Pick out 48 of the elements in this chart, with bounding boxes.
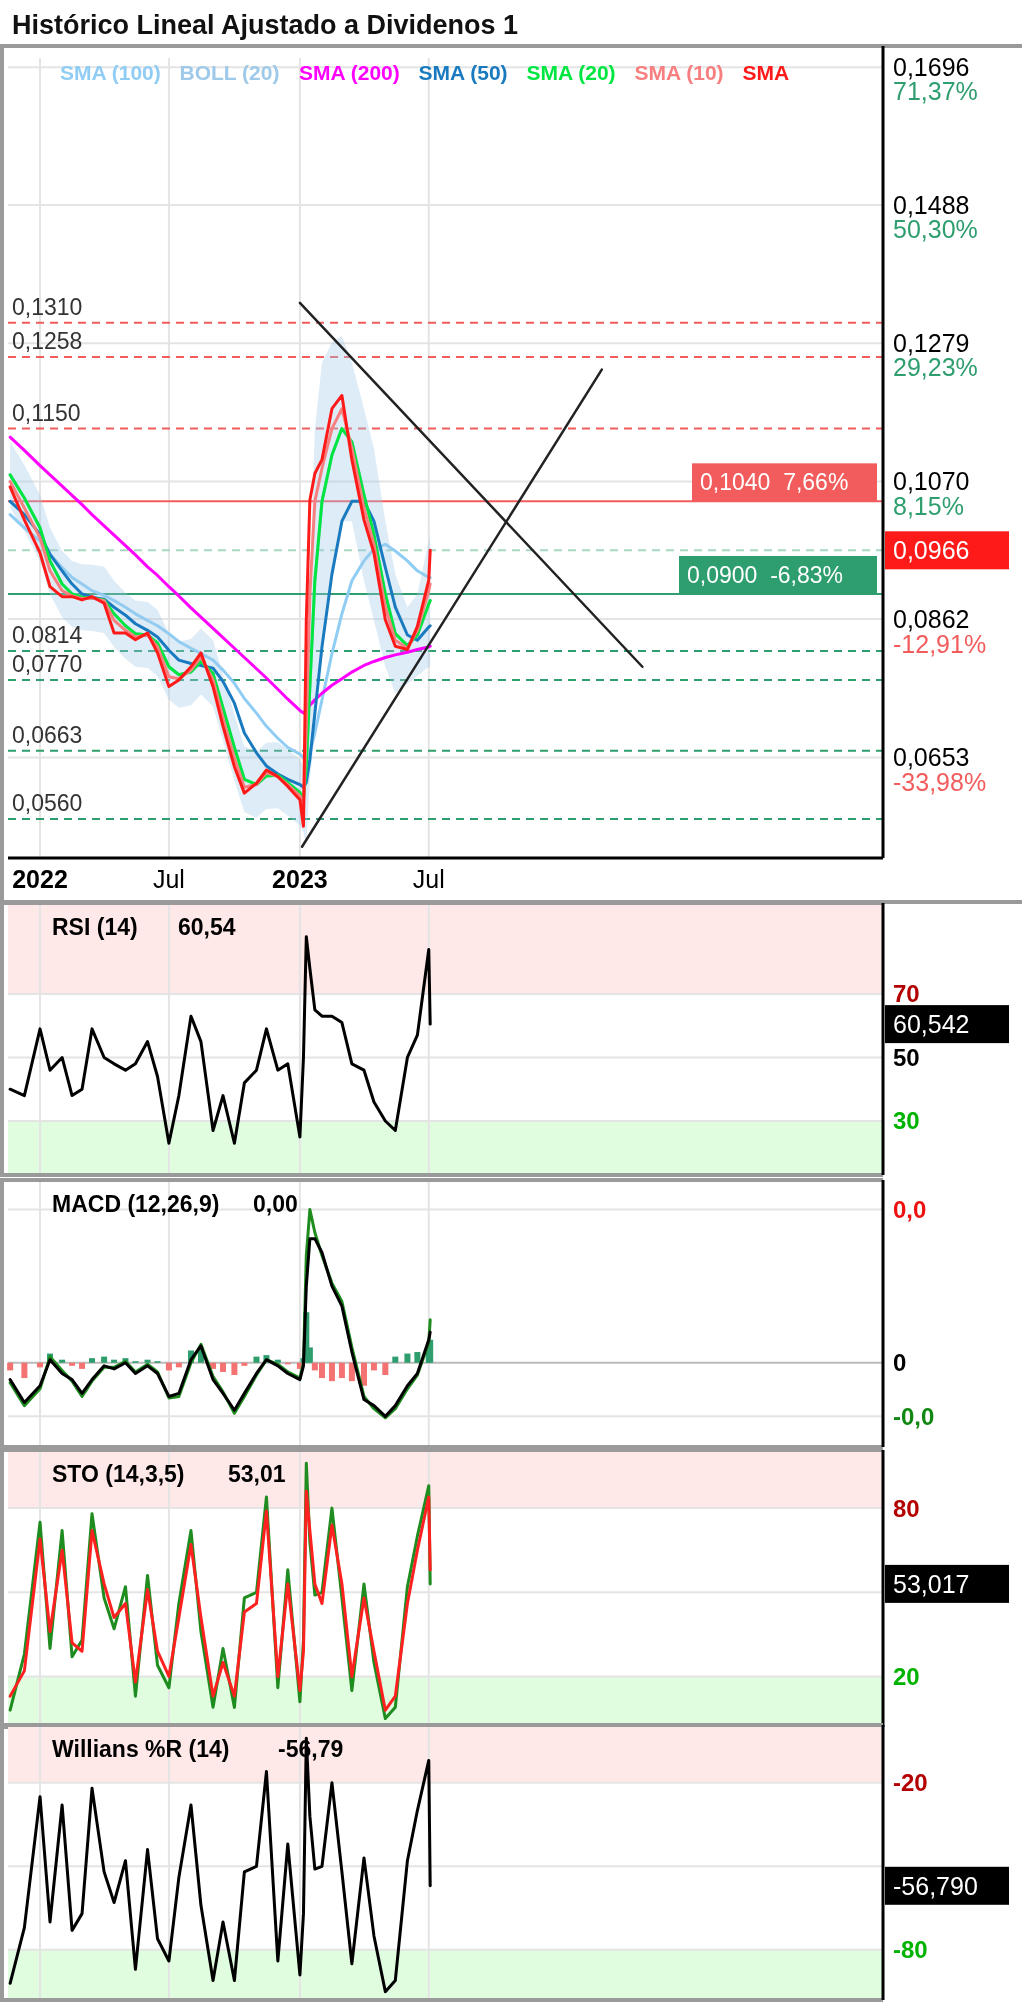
x-tick-label: 2022 xyxy=(12,865,68,893)
y-tick-label: -0,0 xyxy=(893,1402,935,1430)
y-tick-label: 0,0653 xyxy=(893,743,970,772)
text: 0,0966 xyxy=(893,536,970,565)
y-tick-label: 0,0 xyxy=(893,1195,927,1223)
y-tick-label: 0 xyxy=(893,1349,907,1377)
x-tick-label: Jul xyxy=(152,865,185,893)
chart-subtitle: 53,01 xyxy=(228,1461,286,1487)
chart-title: RSI (14) xyxy=(52,914,138,940)
text: BOLL (20) xyxy=(179,61,280,84)
chart-subtitle: 0,00 xyxy=(253,1191,298,1217)
ref-line-label: 0,1150 xyxy=(12,399,81,426)
chart-title: Histórico Lineal Ajustado a Dividenos 1 xyxy=(12,10,519,40)
ref-line-label: 0,1258 xyxy=(12,328,83,355)
ref-line-label: 0,0900 -6,83% xyxy=(687,562,844,589)
y-tick-label: -20 xyxy=(893,1769,928,1797)
y-tick-label: 0,1070 xyxy=(893,467,970,496)
text: SMA (100) xyxy=(60,61,161,84)
y-tick-label: 30 xyxy=(893,1107,920,1135)
y-tick-label: 0,1279 xyxy=(893,328,970,357)
ref-line-label: 0.0814 xyxy=(12,621,83,648)
ref-line-label: 0,1040 7,66% xyxy=(700,469,849,496)
y-tick-label: 70 xyxy=(893,980,920,1008)
text: 60,542 xyxy=(893,1009,970,1038)
text: -56,790 xyxy=(893,1871,978,1900)
chart-title: STO (14,3,5) xyxy=(52,1461,185,1487)
ref-line-label: 0,0770 xyxy=(12,651,83,677)
text: SMA (20) xyxy=(526,61,616,84)
text: 53,017 xyxy=(893,1569,970,1598)
ref-line-label: 0,1310 xyxy=(12,293,83,320)
text: SMA xyxy=(742,61,790,84)
ref-line-label: 0,0560 xyxy=(12,789,83,816)
x-tick-label: 2023 xyxy=(272,865,328,893)
y-tick-label: -80 xyxy=(893,1936,928,1964)
y-tick-label: 80 xyxy=(893,1494,920,1522)
y-tick-label: 50 xyxy=(893,1043,920,1071)
text: SMA (10) xyxy=(634,61,724,84)
chart-title: MACD (12,26,9) xyxy=(52,1191,220,1217)
text: SMA (200) xyxy=(299,61,400,84)
x-tick-label: Jul xyxy=(412,865,445,893)
chart-subtitle: 60,54 xyxy=(178,914,236,940)
y-tick-label: 0,1488 xyxy=(893,190,970,219)
y-tick-label: 0,0862 xyxy=(893,604,970,633)
ref-line-label: 0,0663 xyxy=(12,721,83,748)
y-tick-label: 20 xyxy=(893,1662,920,1690)
y-tick-label: 0,1696 xyxy=(893,53,970,82)
chart-title: Willians %R (14) xyxy=(52,1736,230,1762)
text: SMA (50) xyxy=(418,61,508,84)
